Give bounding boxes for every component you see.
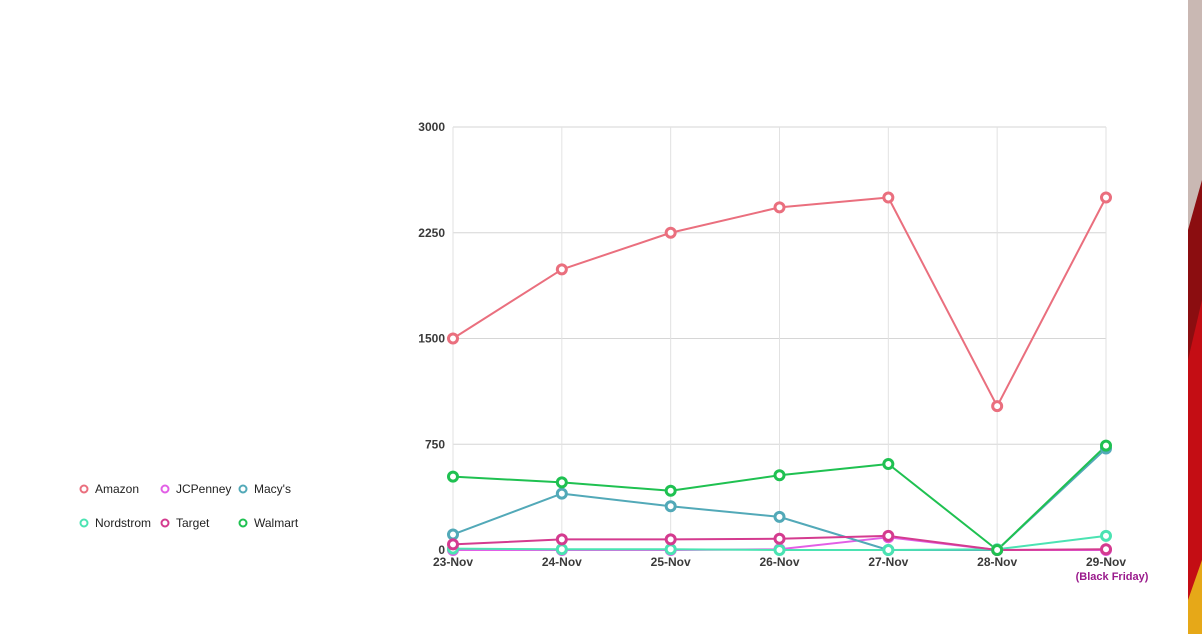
data-point[interactable] <box>555 487 568 500</box>
data-point[interactable] <box>1100 543 1112 556</box>
legend-item[interactable]: Macy's <box>238 482 291 496</box>
data-point[interactable] <box>773 510 786 523</box>
data-point[interactable] <box>447 470 459 483</box>
legend-marker <box>238 518 248 528</box>
x-tick-label: 25-Nov <box>651 555 691 569</box>
data-point[interactable] <box>555 543 568 556</box>
data-point[interactable] <box>882 457 895 470</box>
y-axis-ticks: 0 750 1500 2250 3000 <box>418 120 445 557</box>
x-tick-label: 27-Nov <box>868 555 908 569</box>
decorative-edge <box>1188 0 1202 634</box>
data-point[interactable] <box>991 544 1004 556</box>
series-lines <box>447 191 1112 556</box>
legend-label: Target <box>176 516 210 530</box>
legend: Amazon JCPenney Macy's Nordstrom Target Walma… <box>79 482 299 530</box>
legend-marker <box>160 484 170 494</box>
legend-item[interactable]: Walmart <box>238 516 299 530</box>
data-point[interactable] <box>1100 191 1112 204</box>
legend-item[interactable]: JCPenney <box>160 482 232 496</box>
data-point[interactable] <box>664 533 677 546</box>
data-point[interactable] <box>447 538 459 551</box>
legend-marker <box>79 518 89 528</box>
x-tick-label: 28-Nov <box>977 555 1017 569</box>
data-point[interactable] <box>882 191 895 204</box>
data-point[interactable] <box>664 543 677 556</box>
x-tick-label: 26-Nov <box>759 555 799 569</box>
legend-marker <box>238 484 248 494</box>
data-point[interactable] <box>1100 439 1112 452</box>
data-point[interactable] <box>773 544 786 556</box>
grid <box>452 126 1107 551</box>
x-tick-label: 23-Nov <box>433 555 473 569</box>
data-point[interactable] <box>664 226 677 239</box>
legend-marker <box>79 484 89 494</box>
data-point[interactable] <box>555 263 568 276</box>
legend-item[interactable]: Target <box>160 516 211 530</box>
y-tick-label: 1500 <box>418 332 445 346</box>
data-point[interactable] <box>773 469 786 482</box>
data-point[interactable] <box>555 476 568 489</box>
x-tick-label: 29-Nov <box>1086 555 1126 569</box>
x-axis-ticks: 23-Nov 24-Nov 25-Nov 26-Nov 27-Nov 28-Nov 29-N… <box>433 555 1149 583</box>
data-point[interactable] <box>664 484 677 497</box>
legend-label: Walmart <box>254 516 299 530</box>
data-point[interactable] <box>447 528 459 541</box>
data-point[interactable] <box>447 332 459 345</box>
y-tick-label: 3000 <box>418 120 445 134</box>
legend-item[interactable]: Nordstrom <box>79 516 152 530</box>
data-point[interactable] <box>664 500 677 513</box>
data-point[interactable] <box>773 201 786 214</box>
y-tick-label: 2250 <box>418 226 445 240</box>
data-point[interactable] <box>882 529 895 542</box>
data-point[interactable] <box>773 532 786 545</box>
x-tick-label: 24-Nov <box>542 555 582 569</box>
legend-label: Amazon <box>95 482 139 496</box>
legend-label: JCPenney <box>176 482 231 496</box>
data-point[interactable] <box>555 533 568 546</box>
x-tick-note: (Black Friday) <box>1076 571 1149 583</box>
legend-label: Macy's <box>254 482 291 496</box>
legend-marker <box>160 518 170 528</box>
y-tick-label: 750 <box>425 437 445 451</box>
legend-item[interactable]: Amazon <box>79 482 140 496</box>
data-point[interactable] <box>1100 529 1112 542</box>
data-point[interactable] <box>991 400 1004 413</box>
y-tick-label: 0 <box>438 543 445 557</box>
legend-label: Nordstrom <box>95 516 151 530</box>
data-point[interactable] <box>882 544 895 556</box>
